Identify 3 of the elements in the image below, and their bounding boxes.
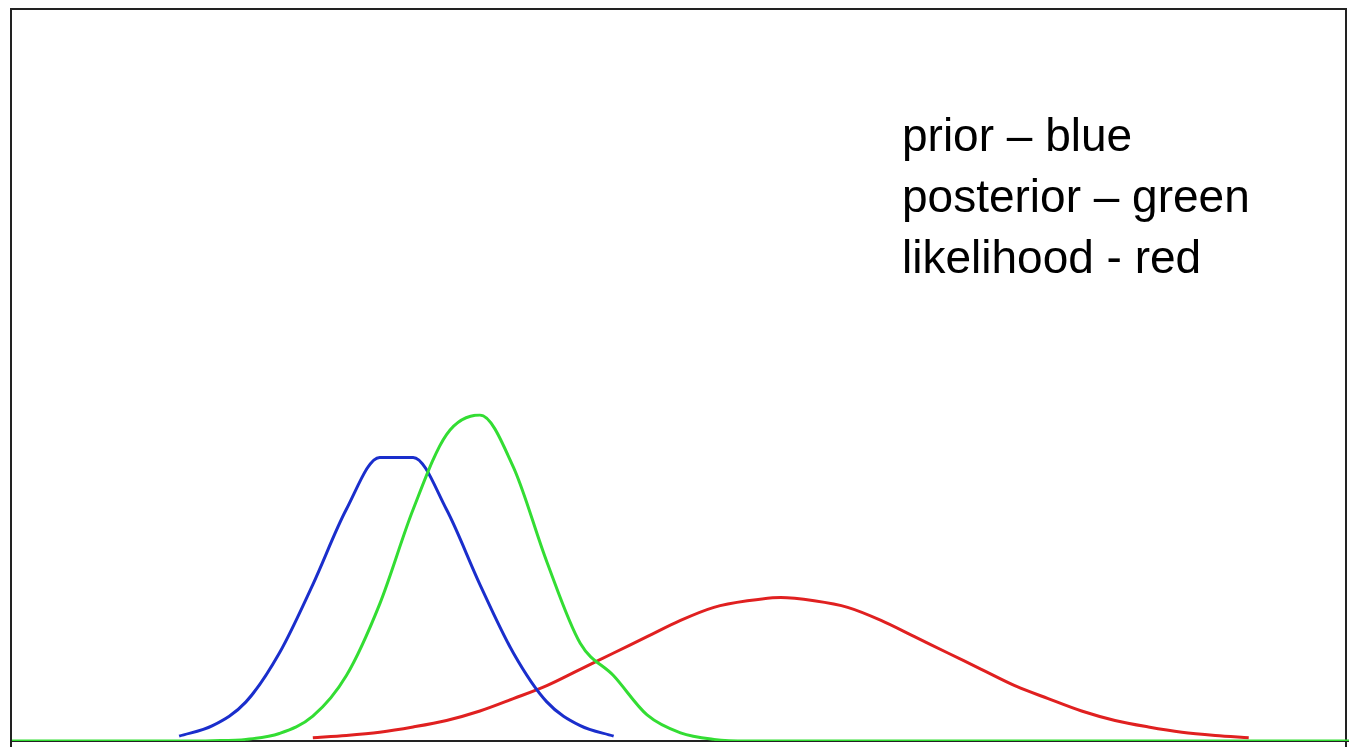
text: prior – blue (902, 108, 1134, 163)
text: posterior – green (902, 169, 1250, 224)
text: likelihood - red (902, 230, 1203, 285)
